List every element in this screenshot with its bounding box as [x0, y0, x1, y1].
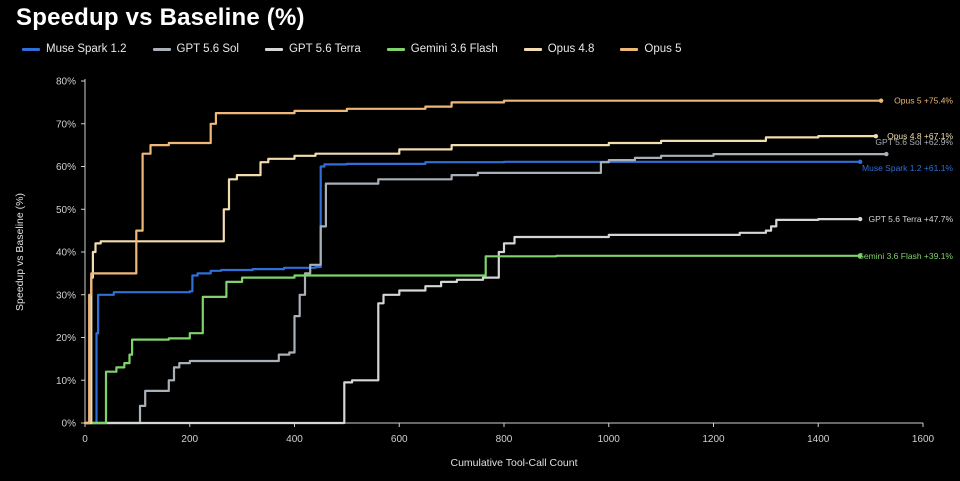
series-end-marker-2: [857, 216, 863, 222]
legend-label: Opus 5: [644, 43, 682, 55]
x-tick-label: 1400: [807, 434, 830, 445]
series-end-marker-5: [878, 98, 884, 103]
x-axis-label: Cumulative Tool-Call Count: [450, 457, 577, 469]
legend-item: Gemini 3.6 Flash: [386, 43, 498, 55]
x-tick-label: 600: [391, 434, 408, 445]
series-line-4: [83, 135, 877, 425]
series-end-label-0: Muse Spark 1.2 +61.1%: [862, 163, 953, 173]
y-tick-label: 10%: [56, 376, 76, 387]
y-axis-label: Speedup vs Baseline (%): [14, 193, 26, 311]
x-tick-label: 400: [286, 434, 303, 445]
series-line-3: [83, 254, 862, 425]
legend-label: Muse Spark 1.2: [46, 43, 127, 55]
legend-label: Opus 4.8: [547, 43, 595, 55]
series-end-label-4: Opus 4.8 +67.1%: [887, 131, 953, 141]
legend-swatch: [22, 47, 40, 51]
legend-label: GPT 5.6 Sol: [176, 43, 239, 55]
series-end-marker-0: [857, 159, 863, 164]
series-end-marker-3: [857, 253, 863, 259]
y-tick-label: 20%: [56, 333, 76, 344]
legend-label: Gemini 3.6 Flash: [410, 43, 498, 55]
x-tick-label: 1600: [912, 434, 935, 445]
series-end-label-3: Gemini 3.6 Flash +39.1%: [857, 251, 953, 261]
series-end-marker-4: [873, 133, 879, 139]
legend: Muse Spark 1.2 GPT 5.6 Sol GPT 5.6 Terra Ge…: [22, 40, 707, 58]
y-tick-label: 70%: [56, 119, 76, 130]
y-tick-label: 40%: [56, 248, 76, 259]
series-line-2: [83, 218, 862, 425]
legend-item: Muse Spark 1.2: [22, 43, 127, 55]
x-tick-label: 200: [181, 434, 198, 445]
legend-swatch: [152, 47, 171, 51]
series-line-5: [83, 99, 883, 425]
y-tick-label: 50%: [56, 205, 76, 216]
series-end-marker-1: [884, 151, 889, 157]
legend-label: GPT 5.6 Terra: [288, 43, 361, 55]
y-tick-label: 60%: [56, 162, 76, 173]
legend-swatch: [523, 47, 542, 51]
legend-swatch: [386, 47, 405, 51]
legend-item: GPT 5.6 Sol: [152, 43, 239, 55]
series-line-1: [83, 153, 888, 425]
legend-item: Opus 5: [620, 43, 681, 55]
legend-item: GPT 5.6 Terra: [264, 43, 361, 55]
y-tick-label: 30%: [56, 290, 76, 301]
x-tick-label: 1000: [598, 434, 621, 445]
x-tick-label: 0: [82, 434, 88, 445]
chart-title: Speedup vs Baseline (%): [16, 4, 305, 31]
series-end-label-2: GPT 5.6 Terra +47.7%: [869, 214, 954, 224]
y-tick-label: 0%: [62, 419, 77, 430]
series-end-label-5: Opus 5 +75.4%: [894, 96, 953, 106]
legend-swatch: [264, 47, 283, 51]
legend-item: Opus 4.8: [523, 43, 595, 55]
x-tick-label: 1200: [702, 434, 725, 445]
x-tick-label: 800: [496, 434, 513, 445]
legend-swatch: [620, 47, 639, 51]
series-line-0: [83, 160, 862, 425]
y-tick-label: 80%: [56, 77, 76, 88]
series-end-label-1: GPT 5.6 Sol +62.9%: [875, 137, 953, 147]
